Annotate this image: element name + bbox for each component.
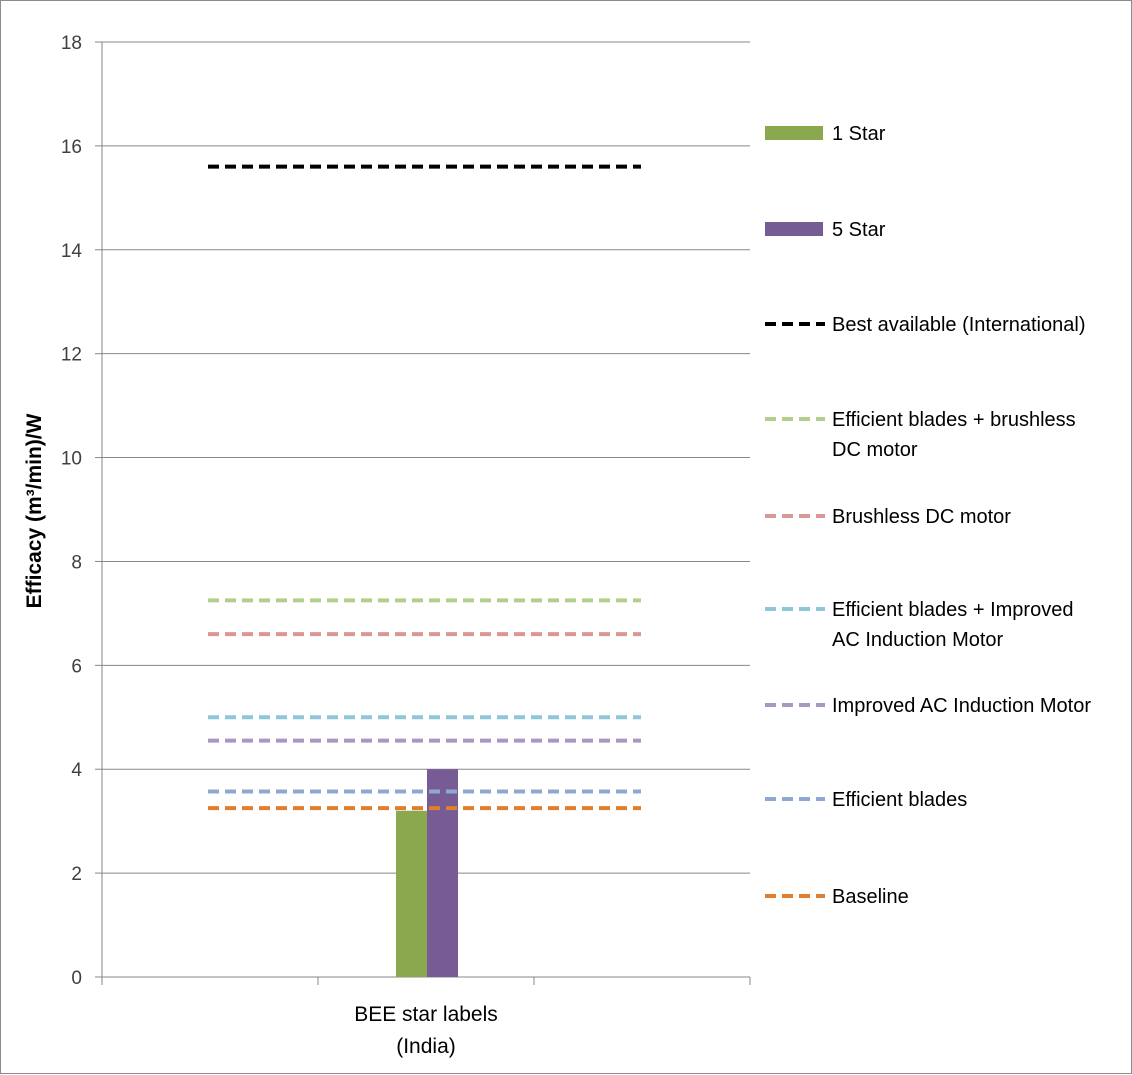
legend-label: Efficient blades + Improved	[832, 599, 1073, 621]
legend-label: Brushless DC motor	[832, 506, 1011, 528]
legend-label: Efficient blades + brushless	[832, 409, 1076, 431]
legend-label: Best available (International)	[832, 314, 1085, 336]
legend-label-1-star: 1 Star	[832, 123, 886, 145]
legend-swatch-1-star	[765, 126, 823, 140]
y-tick-label: 16	[61, 137, 82, 158]
y-tick-label: 10	[61, 449, 82, 470]
bar-1-star	[396, 810, 427, 977]
x-category-label: (India)	[396, 1035, 456, 1058]
legend-swatch-5-star	[765, 222, 823, 236]
legend-label: Baseline	[832, 886, 909, 908]
legend-label: Efficient blades	[832, 789, 967, 811]
bar-5-star	[427, 769, 458, 977]
legend-label-5-star: 5 Star	[832, 219, 886, 241]
legend-label: DC motor	[832, 439, 918, 461]
legend-label: AC Induction Motor	[832, 629, 1004, 651]
y-tick-label: 0	[71, 968, 82, 989]
y-axis-title: Efficacy (m³/min)/W	[23, 413, 46, 608]
y-tick-label: 14	[61, 241, 83, 262]
y-tick-label: 18	[61, 33, 82, 54]
y-tick-label: 6	[71, 656, 82, 677]
y-tick-label: 12	[61, 345, 82, 366]
x-category-label: BEE star labels	[354, 1003, 498, 1026]
legend-label: Improved AC Induction Motor	[832, 695, 1091, 717]
y-tick-label: 8	[71, 552, 82, 573]
y-tick-label: 4	[71, 760, 82, 781]
y-tick-label: 2	[71, 864, 82, 885]
